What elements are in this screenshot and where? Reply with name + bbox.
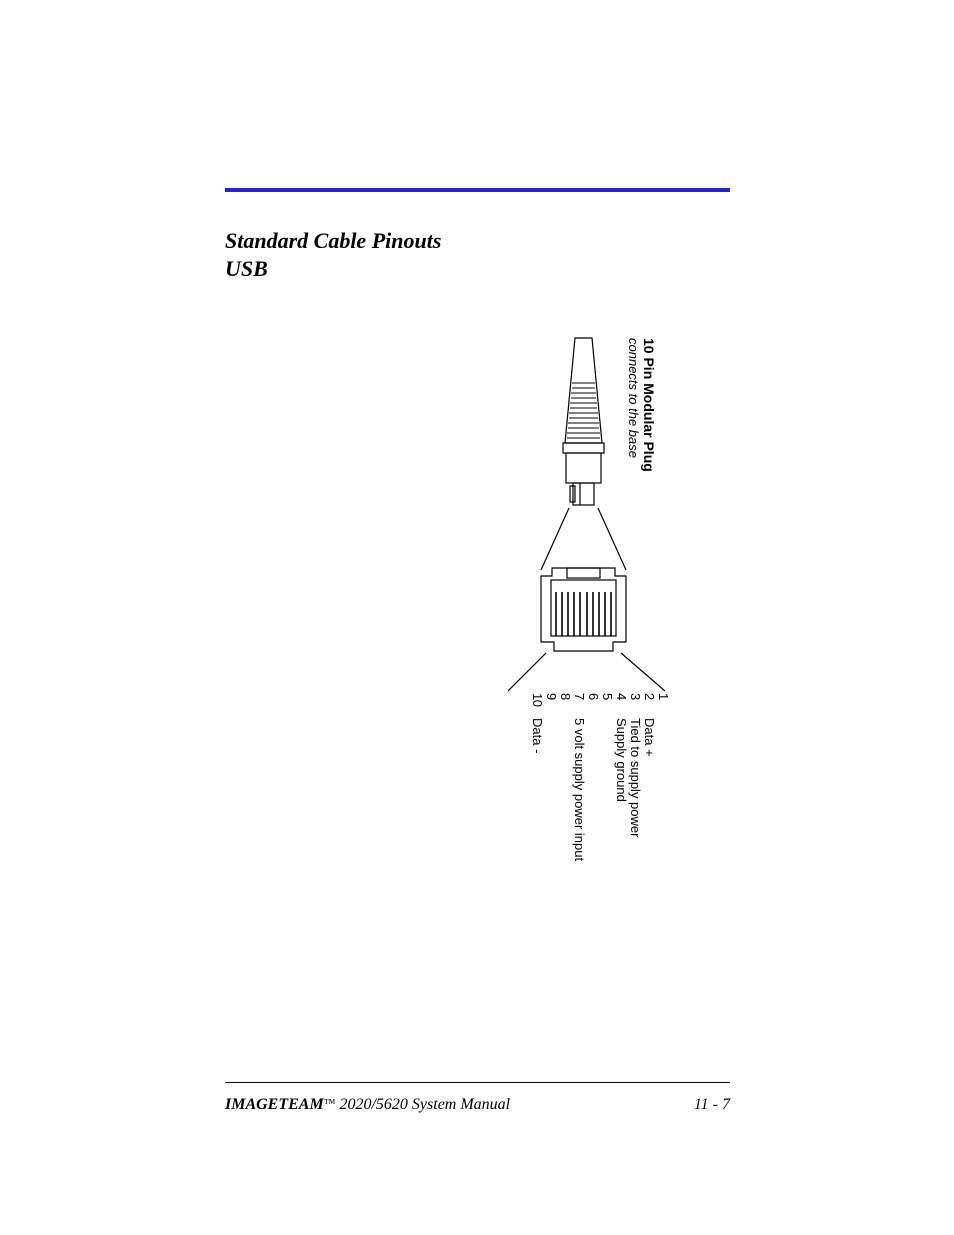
pin-number: 5 <box>600 693 615 700</box>
footer-left: IMAGETEAM™ 2020/5620 System Manual <box>225 1096 510 1114</box>
pin-label: Supply ground <box>614 718 629 802</box>
header-rule <box>225 188 730 192</box>
section-title-line1: Standard Cable Pinouts <box>225 228 441 254</box>
footer-rule <box>225 1082 730 1083</box>
pin-label: Data - <box>530 718 545 753</box>
pin-number: 7 <box>572 693 587 700</box>
pin-number: 1 <box>656 693 671 700</box>
pin-number: 10 <box>530 693 545 706</box>
pin-number: 6 <box>586 693 601 700</box>
pinout-diagram: 10 Pin Modular Plug connects to the base <box>225 308 730 908</box>
pin-label: 5 volt supply power input <box>572 718 587 861</box>
footer-rest: 2020/5620 System Manual <box>335 1096 510 1113</box>
section-title-line2: USB <box>225 256 268 282</box>
page: Standard Cable Pinouts USB 10 Pin Modula… <box>0 0 954 1235</box>
footer-page: 11 - 7 <box>694 1096 730 1114</box>
pin-number: 3 <box>628 693 643 700</box>
pin-number: 8 <box>558 693 573 700</box>
pin-number: 2 <box>642 693 657 700</box>
footer-brand: IMAGETEAM <box>225 1096 324 1113</box>
diagram-svg <box>225 308 730 908</box>
footer-tm: ™ <box>324 1096 336 1110</box>
pin-number: 4 <box>614 693 629 700</box>
pin-number: 9 <box>544 693 559 700</box>
pin-label: Data + <box>642 718 657 757</box>
pin-label: Tied to supply power <box>628 718 643 837</box>
